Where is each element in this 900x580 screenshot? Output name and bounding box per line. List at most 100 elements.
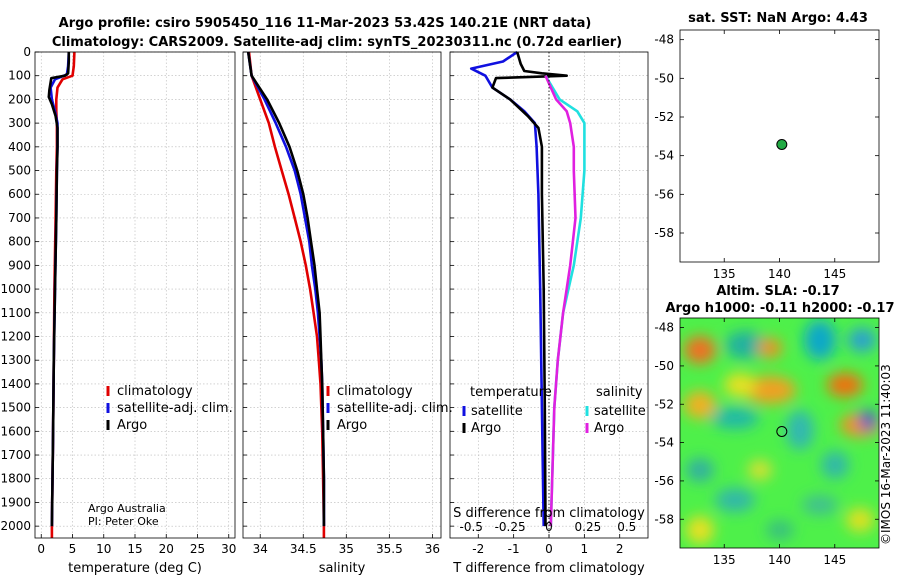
y-tick-label: -52 bbox=[654, 110, 674, 124]
x-tick-label: 30 bbox=[221, 542, 236, 556]
x-tick-label: 34.5 bbox=[290, 542, 317, 556]
x-tick-label: 34 bbox=[253, 542, 268, 556]
sla-blob bbox=[686, 458, 714, 482]
x-axis-label: temperature (deg C) bbox=[68, 561, 202, 576]
argo-location-marker bbox=[776, 138, 788, 150]
y-tick-label: 800 bbox=[8, 235, 31, 249]
x-tick-label: 15 bbox=[127, 542, 142, 556]
legend-label: Argo bbox=[594, 421, 624, 436]
sla-blob bbox=[711, 407, 759, 429]
x-tick2-label: 0 bbox=[545, 520, 553, 534]
x-tick-label: 36 bbox=[425, 542, 440, 556]
x-tick-label: 135 bbox=[713, 267, 736, 281]
y-tick-label: 700 bbox=[8, 211, 31, 225]
x-axis-label: salinity bbox=[319, 561, 366, 576]
x-tick-label: 140 bbox=[768, 267, 791, 281]
y-tick-label: -58 bbox=[654, 226, 674, 240]
x-tick2-label: 0.5 bbox=[617, 520, 636, 534]
x-tick-label: 35 bbox=[339, 542, 354, 556]
y-tick-label: -58 bbox=[654, 512, 674, 526]
series-line bbox=[491, 51, 568, 527]
sla-blob bbox=[724, 373, 756, 397]
y-tick-label: 1000 bbox=[0, 282, 31, 296]
y-tick-label: 200 bbox=[8, 92, 31, 106]
x-tick-label: 35.5 bbox=[376, 542, 403, 556]
x-tick-label: 5 bbox=[69, 542, 77, 556]
imos-watermark: ©IMOS 16-Mar-2023 11:40:03 bbox=[879, 364, 893, 545]
sla-map-title-2: Argo h1000: -0.11 h2000: -0.17 bbox=[665, 301, 894, 316]
x-tick-label: -1 bbox=[508, 542, 520, 556]
y-tick-label: -54 bbox=[654, 436, 674, 450]
y-tick-label: 1400 bbox=[0, 377, 31, 391]
y-tick-label: 1600 bbox=[0, 424, 31, 438]
y-tick-label: 1200 bbox=[0, 329, 31, 343]
sla-blob bbox=[848, 328, 876, 352]
title-line-1: Argo profile: csiro 5905450_116 11-Mar-2… bbox=[59, 16, 592, 31]
y-tick-label: 400 bbox=[8, 140, 31, 154]
y-tick-label: 900 bbox=[8, 258, 31, 272]
legend-label: Argo bbox=[337, 418, 367, 433]
legend-label: satellite-adj. clim. bbox=[117, 401, 233, 416]
x-tick-label: 0 bbox=[37, 542, 45, 556]
x-tick-label: 2 bbox=[616, 542, 624, 556]
y-tick-label: -50 bbox=[654, 359, 674, 373]
x-tick-label: 140 bbox=[768, 553, 791, 567]
sla-blob bbox=[758, 338, 782, 358]
y-tick-label: 600 bbox=[8, 187, 31, 201]
legend-label: climatology bbox=[337, 384, 413, 399]
y-tick-label: -54 bbox=[654, 149, 674, 163]
legend-label: satellite bbox=[471, 404, 523, 419]
sla-blob bbox=[686, 516, 714, 544]
sla-heatmap-field bbox=[680, 318, 879, 548]
legend-title-temperature: temperature bbox=[470, 385, 552, 400]
x-tick-label: 0 bbox=[545, 542, 553, 556]
credit-line-1: Argo Australia bbox=[88, 502, 166, 515]
x-tick-label: 145 bbox=[823, 267, 846, 281]
x-tick-label: 10 bbox=[96, 542, 111, 556]
y-tick-label: -56 bbox=[654, 187, 674, 201]
y-tick-label: 2000 bbox=[0, 519, 31, 533]
credit-line-2: PI: Peter Oke bbox=[88, 515, 159, 528]
sla-blob bbox=[802, 495, 838, 515]
argo-location-marker bbox=[776, 425, 788, 437]
legend-title-salinity: salinity bbox=[596, 385, 643, 400]
sst-map-panel: 135 140 145 -48 -50 -52 -54 -56 -58 bbox=[654, 29, 880, 281]
y-tick-label: 1500 bbox=[0, 401, 31, 415]
sla-blob bbox=[715, 488, 755, 512]
temperature-panel: 0100200300400500600700800900100011001200… bbox=[0, 45, 236, 576]
series-line bbox=[47, 52, 71, 527]
y-tick-label: 1800 bbox=[0, 472, 31, 486]
x-tick2-label: -0.25 bbox=[495, 520, 526, 534]
plot-frame bbox=[34, 51, 236, 539]
series-line bbox=[544, 75, 577, 527]
plot-frame bbox=[242, 51, 442, 539]
sla-blob bbox=[725, 331, 765, 359]
x-tick2-label: 0.25 bbox=[575, 520, 602, 534]
sla-map-title-1: Altim. SLA: -0.17 bbox=[716, 284, 839, 299]
y-tick-label: -56 bbox=[654, 474, 674, 488]
y-tick-label: 1100 bbox=[0, 306, 31, 320]
y-tick-label: -48 bbox=[654, 33, 674, 47]
sla-blob bbox=[821, 451, 849, 479]
sla-blob bbox=[786, 410, 814, 450]
x-tick-label: 145 bbox=[823, 553, 846, 567]
sst-map-title: sat. SST: NaN Argo: 4.43 bbox=[688, 11, 868, 26]
y-tick-label: 1700 bbox=[0, 448, 31, 462]
y-tick-label: 1900 bbox=[0, 495, 31, 509]
x-tick-label: 135 bbox=[713, 553, 736, 567]
x-axis-label: T difference from climatology bbox=[452, 561, 645, 576]
legend-label: satellite bbox=[594, 404, 646, 419]
sla-blob bbox=[684, 336, 716, 364]
legend-label: Argo bbox=[471, 421, 501, 436]
x-tick-label: 1 bbox=[581, 542, 589, 556]
sla-blob bbox=[827, 373, 863, 397]
x-tick2-label: -0.5 bbox=[460, 520, 483, 534]
y-tick-label: -52 bbox=[654, 397, 674, 411]
sla-blob bbox=[846, 508, 874, 532]
x-tick-label: -2 bbox=[472, 542, 484, 556]
series-line bbox=[246, 51, 326, 527]
legend-label: Argo bbox=[117, 418, 147, 433]
y-tick-label: 100 bbox=[8, 69, 31, 83]
y-tick-label: 300 bbox=[8, 116, 31, 130]
